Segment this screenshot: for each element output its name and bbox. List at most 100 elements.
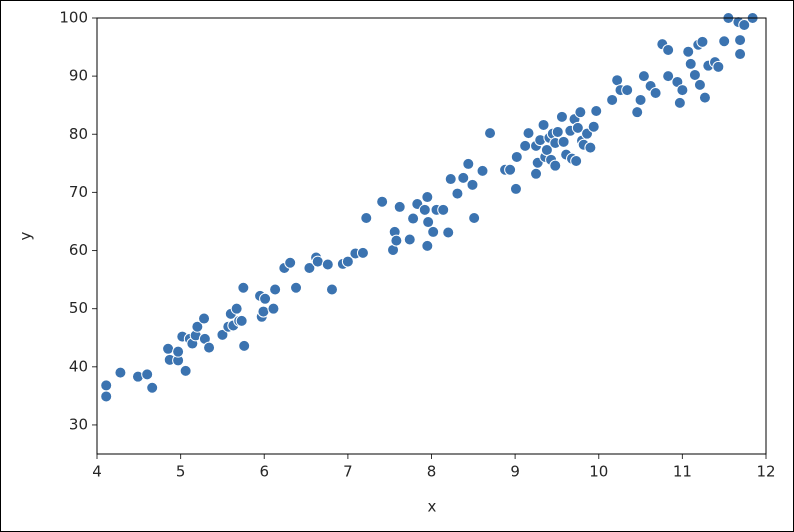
point bbox=[407, 212, 420, 225]
point bbox=[341, 255, 354, 268]
y-tick-label: 70 bbox=[69, 183, 88, 201]
point bbox=[510, 150, 523, 163]
point bbox=[682, 45, 695, 58]
point bbox=[718, 35, 731, 48]
point bbox=[444, 173, 457, 186]
plot-frame bbox=[96, 17, 767, 455]
point bbox=[468, 211, 481, 224]
point bbox=[235, 314, 248, 327]
point bbox=[179, 364, 192, 377]
point bbox=[504, 163, 517, 176]
point bbox=[267, 302, 280, 315]
point bbox=[466, 178, 479, 191]
point bbox=[421, 191, 434, 204]
point bbox=[693, 78, 706, 91]
y-tick-label: 80 bbox=[69, 125, 88, 143]
point bbox=[172, 345, 185, 358]
point bbox=[360, 211, 373, 224]
point bbox=[216, 328, 229, 341]
point bbox=[571, 121, 584, 134]
point bbox=[555, 110, 568, 123]
x-tick-label: 5 bbox=[176, 463, 186, 481]
y-tick-label: 90 bbox=[69, 67, 88, 85]
point bbox=[519, 139, 532, 152]
point bbox=[557, 135, 570, 148]
point bbox=[734, 34, 747, 47]
point bbox=[649, 86, 662, 99]
point bbox=[530, 167, 543, 180]
point bbox=[376, 195, 389, 208]
y-tick-label: 30 bbox=[69, 415, 88, 433]
point bbox=[696, 35, 709, 48]
point bbox=[259, 292, 272, 305]
point bbox=[688, 68, 701, 81]
point bbox=[540, 143, 553, 156]
x-tick-label: 11 bbox=[673, 463, 692, 481]
point bbox=[257, 305, 270, 318]
point bbox=[662, 43, 675, 56]
point bbox=[698, 91, 711, 104]
point bbox=[590, 105, 603, 118]
point bbox=[303, 261, 316, 274]
point bbox=[509, 182, 522, 195]
x-axis-label: x bbox=[428, 498, 437, 516]
point bbox=[462, 157, 475, 170]
point bbox=[738, 18, 751, 31]
point bbox=[442, 226, 455, 239]
point bbox=[684, 57, 697, 70]
y-tick-label: 40 bbox=[69, 357, 88, 375]
point bbox=[230, 302, 243, 315]
point bbox=[570, 155, 583, 168]
point bbox=[325, 283, 338, 296]
point bbox=[673, 96, 686, 109]
point bbox=[421, 239, 434, 252]
y-axis-label: y bbox=[17, 231, 35, 240]
point bbox=[451, 187, 464, 200]
point bbox=[551, 125, 564, 138]
point bbox=[427, 225, 440, 238]
point bbox=[203, 341, 216, 354]
x-tick-label: 4 bbox=[92, 463, 102, 481]
x-tick-label: 8 bbox=[427, 463, 437, 481]
point bbox=[403, 233, 416, 246]
y-tick-label: 100 bbox=[59, 9, 88, 27]
point bbox=[237, 281, 250, 294]
point bbox=[606, 93, 619, 106]
point bbox=[238, 339, 251, 352]
point bbox=[311, 255, 324, 268]
point bbox=[284, 256, 297, 269]
point bbox=[637, 70, 650, 83]
point bbox=[621, 84, 634, 97]
x-tick-label: 6 bbox=[259, 463, 269, 481]
point bbox=[537, 118, 550, 131]
point bbox=[457, 171, 470, 184]
point bbox=[198, 312, 211, 325]
point bbox=[393, 200, 406, 213]
point bbox=[676, 84, 689, 97]
point bbox=[146, 381, 159, 394]
point bbox=[422, 216, 435, 229]
point bbox=[476, 164, 489, 177]
point bbox=[418, 203, 431, 216]
point bbox=[587, 120, 600, 133]
point bbox=[390, 234, 403, 247]
point bbox=[100, 379, 113, 392]
point bbox=[634, 93, 647, 106]
point bbox=[191, 320, 204, 333]
point bbox=[356, 246, 369, 259]
y-tick-label: 50 bbox=[69, 299, 88, 317]
x-tick-label: 7 bbox=[343, 463, 353, 481]
point bbox=[437, 203, 450, 216]
point bbox=[141, 368, 154, 381]
x-tick-label: 9 bbox=[510, 463, 520, 481]
point bbox=[662, 70, 675, 83]
point bbox=[611, 74, 624, 87]
point bbox=[631, 106, 644, 119]
x-tick-label: 10 bbox=[589, 463, 608, 481]
point bbox=[574, 106, 587, 119]
point bbox=[522, 127, 535, 140]
point bbox=[734, 48, 747, 61]
